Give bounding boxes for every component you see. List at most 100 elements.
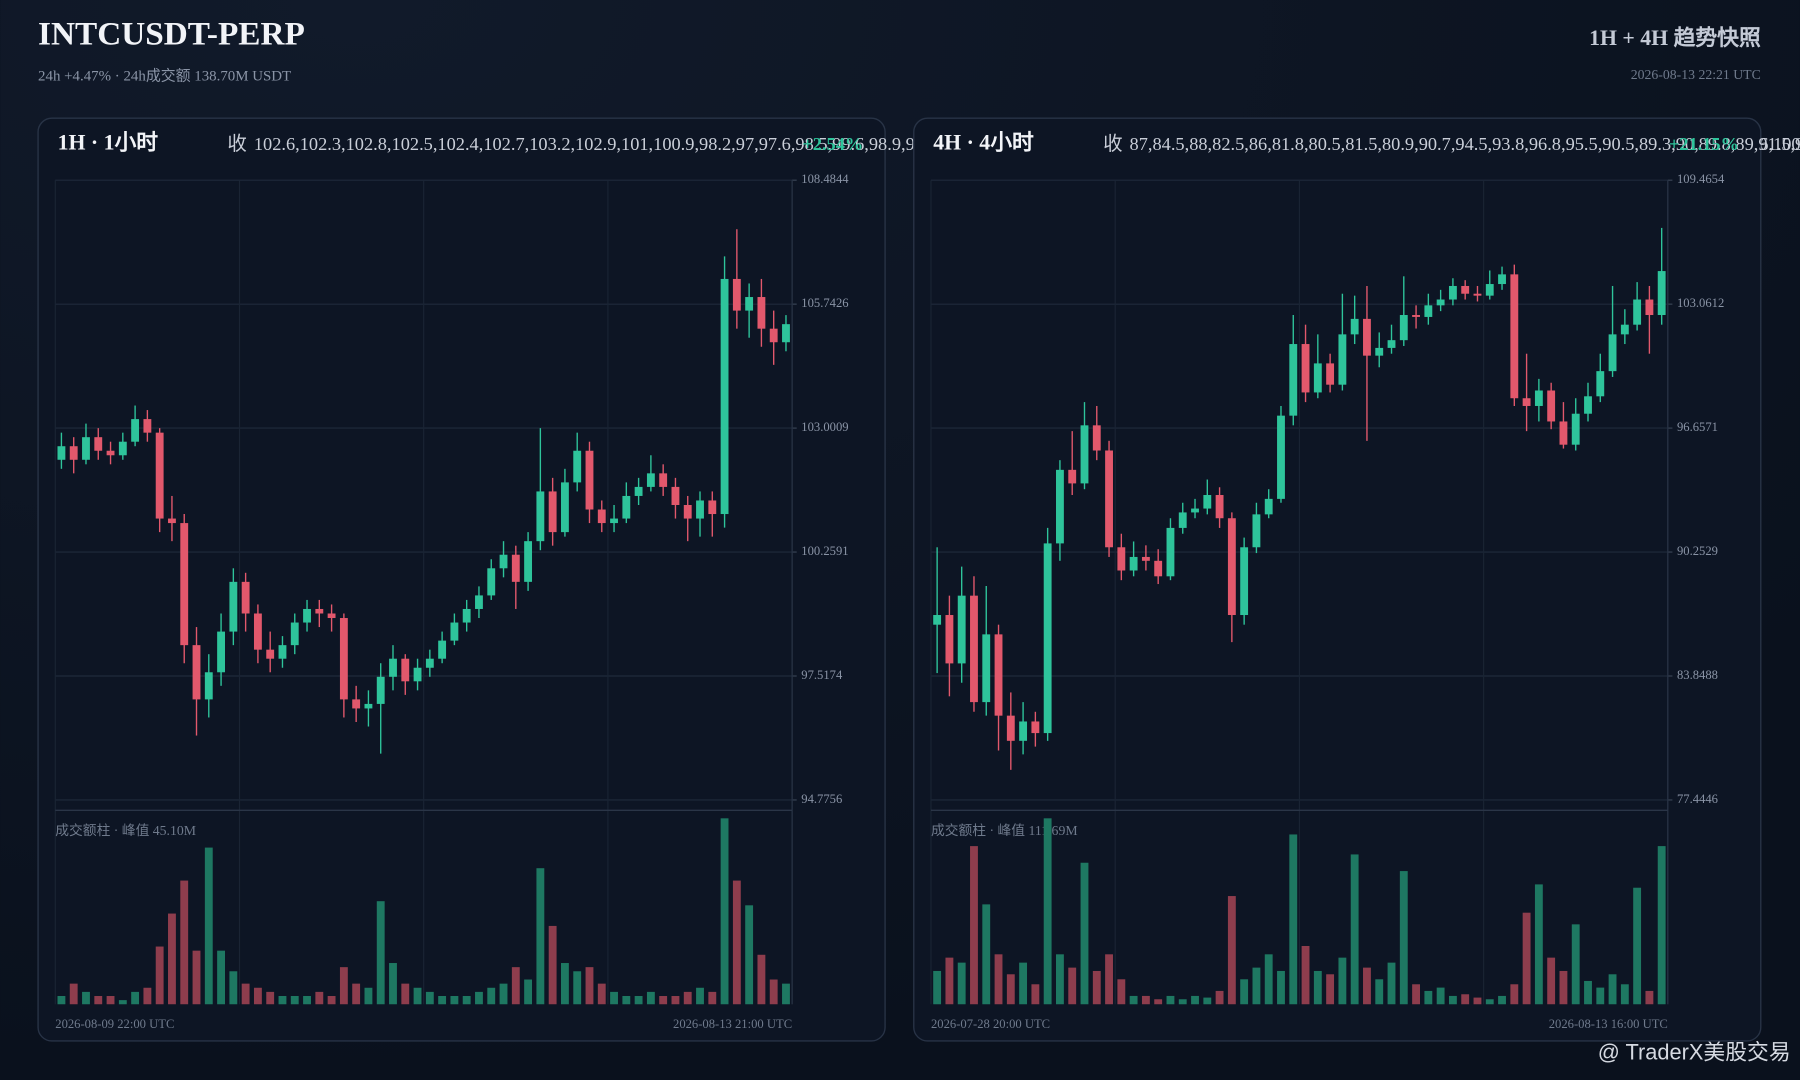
change: +21.15% [1669,134,1739,154]
candle-body [1129,556,1138,571]
candle-body [1645,299,1654,316]
volume-bar [376,901,385,1005]
y-tick-label: 108.4844 [801,172,849,186]
y-tick-label: 109.4654 [1677,172,1725,186]
x-label: 2026-08-09 22:00 UTC [55,1017,174,1031]
volume-bar [241,983,250,1005]
volume-bar [945,957,954,1005]
x-label: 2026-08-13 16:00 UTC [1549,1017,1668,1031]
volume-bar [585,967,594,1005]
volume-bar [131,991,140,1005]
volume-bar [462,996,471,1005]
candle-body [413,667,422,682]
candle-body [597,509,606,524]
candle-body [1448,285,1457,300]
candle-body [118,441,127,456]
candle-body [1068,469,1077,484]
volume-bar [708,991,717,1005]
volume-bar [69,983,78,1005]
y-tick-label: 96.6571 [1677,420,1718,434]
candle-body [1620,324,1629,335]
candle-body [1338,334,1347,385]
candle-body [982,634,991,703]
volume-bar [1277,970,1285,1005]
candle-body [1498,274,1506,285]
volume-bar [1326,974,1335,1005]
volume-bar [278,996,287,1005]
volume-bar [425,991,434,1005]
volume-bar [155,946,164,1005]
y-tick-label: 83.8488 [1677,668,1718,682]
volume-bar [659,996,668,1005]
volume-bar [94,996,103,1005]
volume-bar [1608,974,1617,1005]
panel [37,117,886,1042]
volume-bar [253,987,262,1005]
candle-body [585,450,594,510]
candle-body [352,699,361,709]
candle-body [1264,498,1273,515]
candle-body [573,450,582,483]
volume-bar [204,847,213,1005]
candle-body [266,649,275,659]
volume-bar [970,846,978,1005]
candle-body [364,703,373,709]
volume-bar [511,967,520,1005]
volume-bar [1399,871,1408,1005]
volume-bar [1448,995,1457,1005]
close-value: 87,84.5,88,82.5,86,81.8,80.5,81.5,80.9,9… [1130,134,1800,154]
volume-bar [610,991,618,1005]
volume-bar [1203,997,1212,1005]
candle-body [536,491,545,542]
volume-bar [757,954,766,1005]
candle-body [1154,560,1163,577]
volume-bar [229,971,238,1005]
candle-body [278,645,287,659]
candle-body [82,437,90,460]
volume-bar [1633,887,1642,1005]
candle-body [462,608,471,623]
candle-body [192,645,201,700]
candle-body [1252,514,1261,548]
candle-body [1105,450,1113,548]
volume-bar [622,996,631,1005]
volume-bar [1105,954,1113,1005]
candle-body [696,500,704,519]
volume-bar [352,983,361,1005]
volume-bar [1596,987,1605,1005]
volume-bar [143,987,152,1005]
candle-body [303,608,311,623]
candle-body [217,631,225,673]
volume-bar [1117,979,1126,1005]
volume-bar [1461,994,1470,1005]
volume-bar [499,983,508,1005]
candle-body [511,554,520,582]
candle-body [1461,285,1470,294]
candle-body [957,595,966,664]
candle-body [1522,398,1531,406]
candle-body [745,297,754,311]
volume-bar [597,983,606,1005]
candle-body [1584,396,1592,414]
candle-body [487,568,496,596]
panel-title: 1H · 1小时 [58,131,159,155]
volume-bar [1338,957,1347,1005]
volume-bar [1363,967,1371,1005]
candle-body [1375,347,1384,356]
volume-bar [327,996,336,1005]
candle-body [634,486,643,496]
volume-bar [217,950,225,1005]
candle-body [1031,721,1040,734]
volume-bar [1313,970,1322,1005]
volume-bar [1498,995,1506,1005]
volume-bar [1350,854,1359,1005]
candle-body [1056,469,1064,544]
candle-body [1166,527,1175,577]
volume-bar [782,983,790,1005]
y-tick-label: 105.7426 [801,296,848,310]
volume-bar [1006,974,1015,1005]
watermark: @ TraderX美股交易 [1598,1039,1791,1064]
volume-bar [315,991,324,1005]
